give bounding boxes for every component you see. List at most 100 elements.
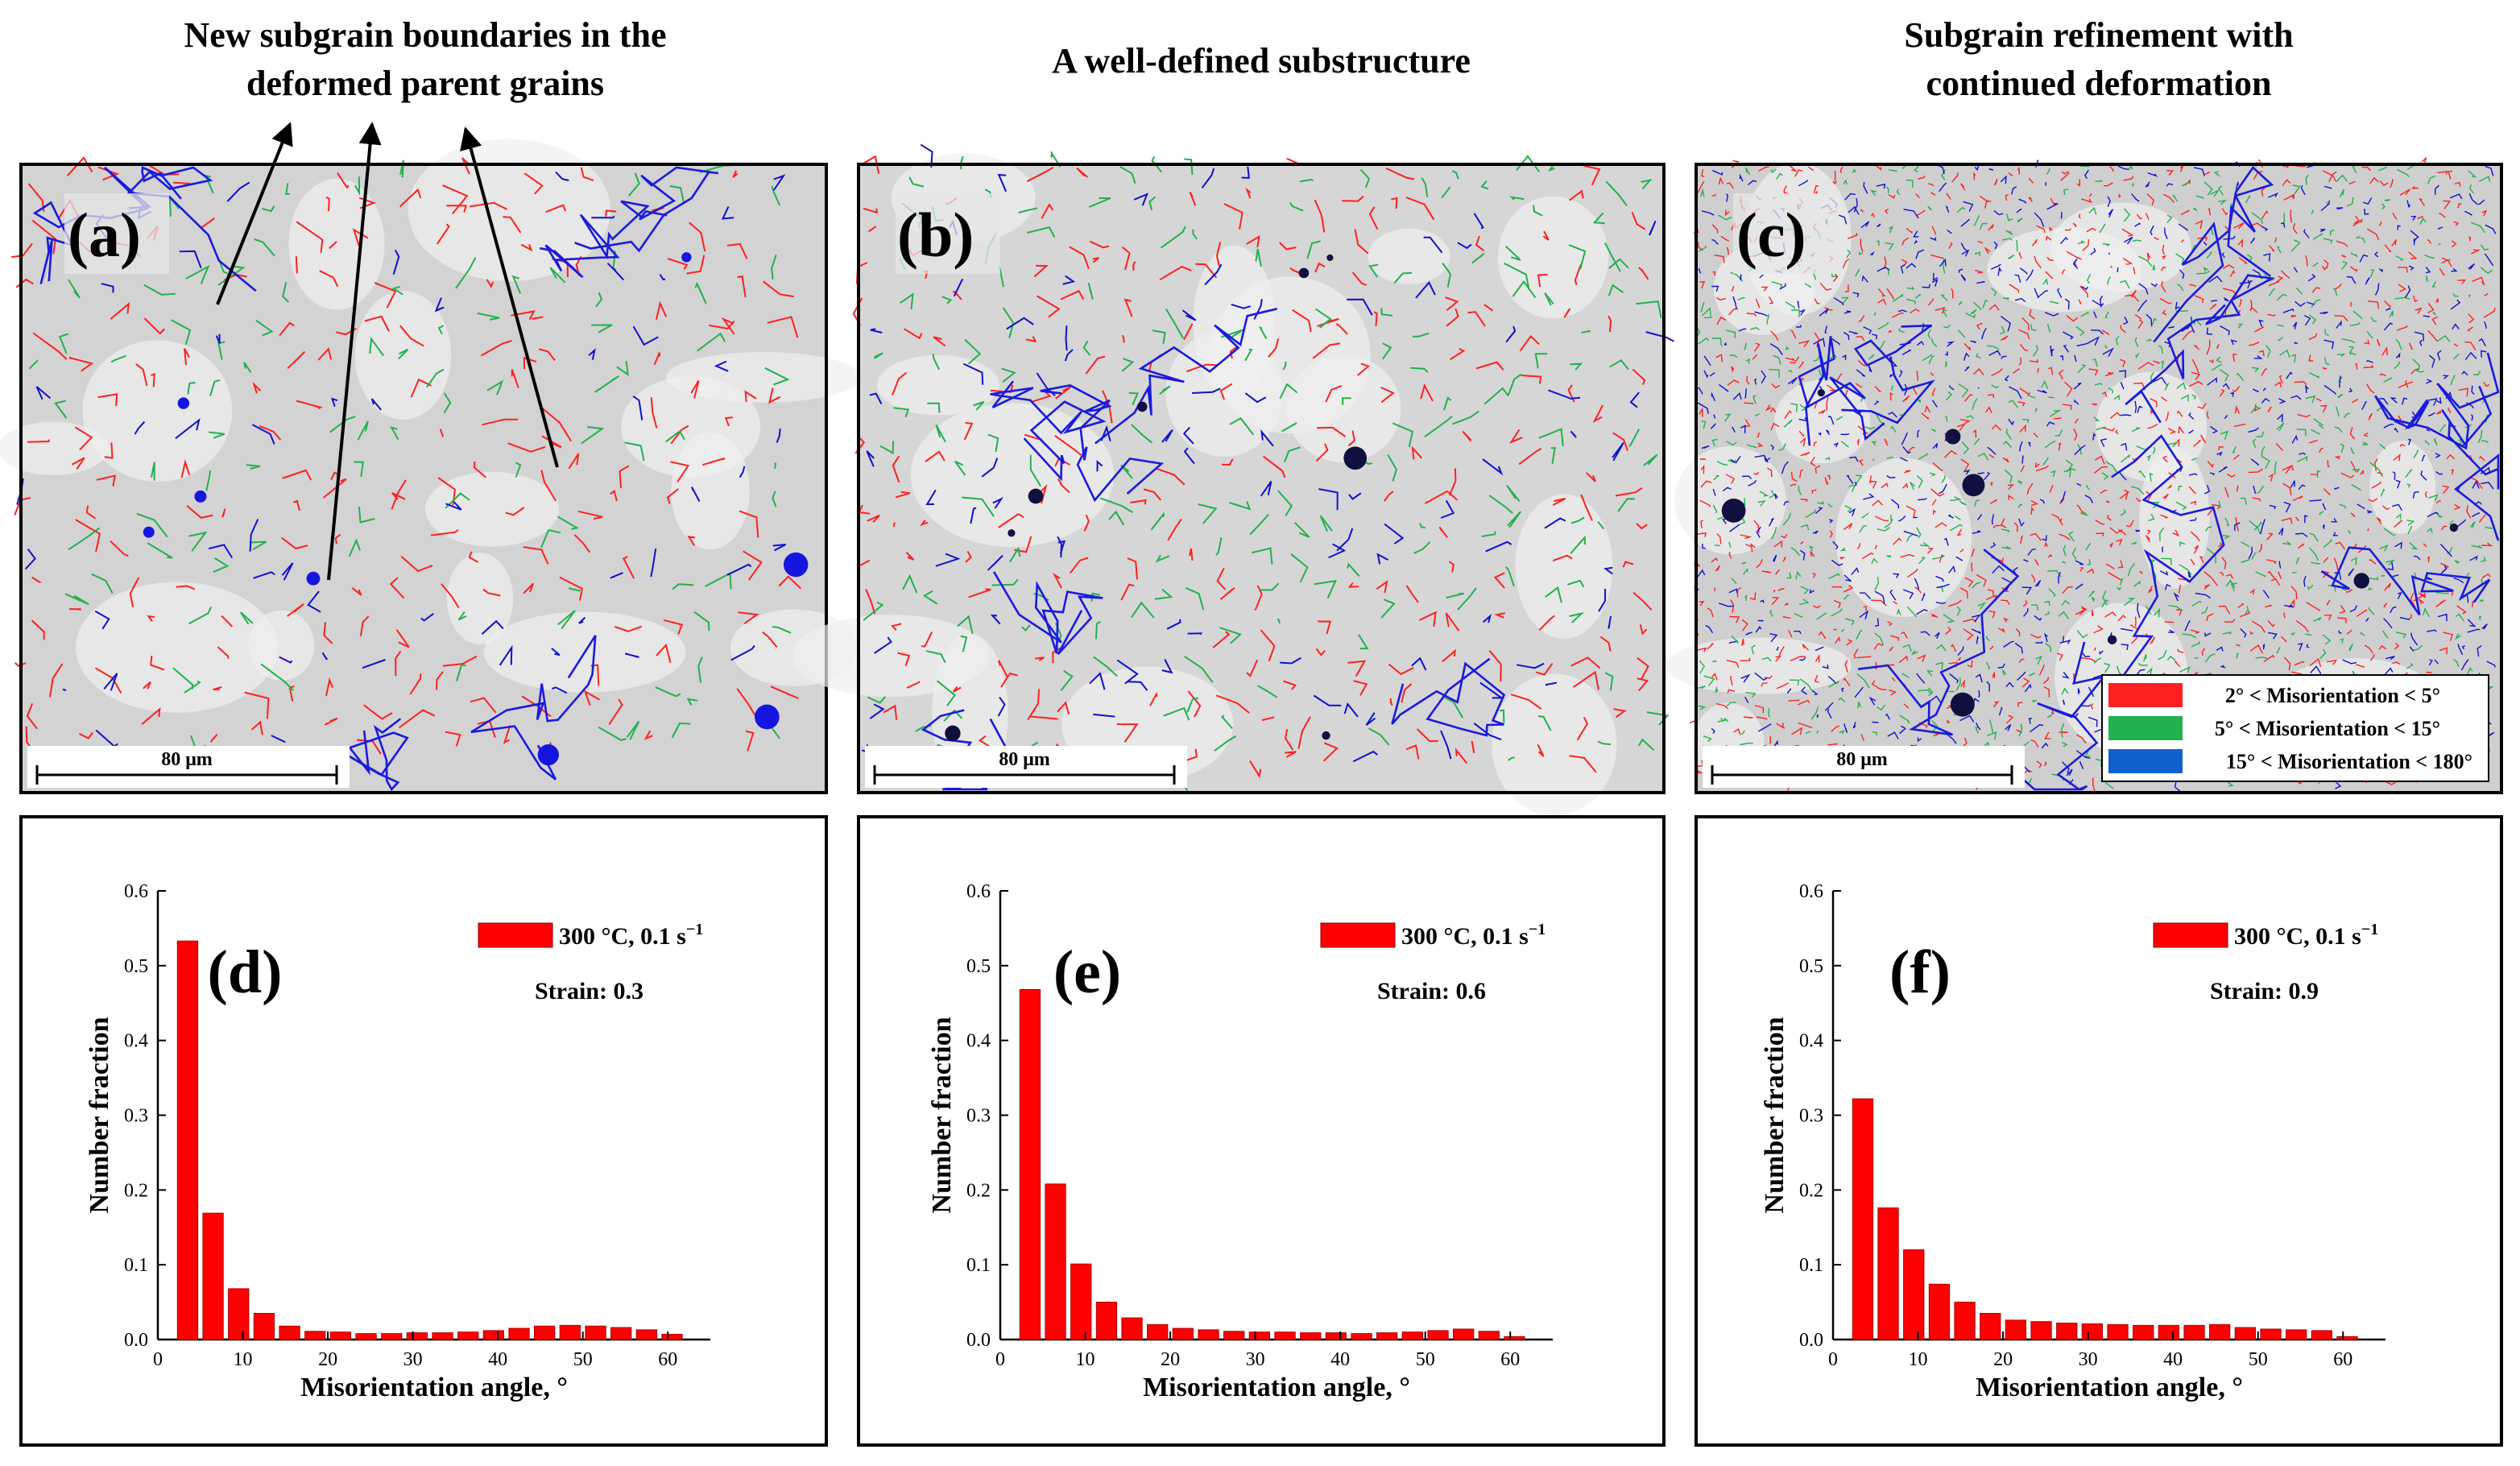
grain-patch bbox=[666, 352, 862, 403]
bar bbox=[1248, 1331, 1270, 1340]
grain-patch bbox=[1774, 379, 1871, 464]
legend-text-medium: 5° < Misorientation < 15° bbox=[2215, 717, 2440, 740]
particle bbox=[2353, 573, 2369, 589]
particle bbox=[1343, 446, 1368, 470]
bar bbox=[2158, 1324, 2179, 1340]
x-tick-label: 60 bbox=[658, 1349, 677, 1370]
x-tick-label: 50 bbox=[573, 1349, 593, 1370]
scale-bar-c bbox=[1711, 765, 2013, 785]
bar bbox=[406, 1332, 428, 1340]
legend-swatch-low bbox=[2108, 683, 2183, 707]
bar bbox=[585, 1325, 606, 1340]
high-angle-boundaries-fine bbox=[16, 171, 787, 747]
x-tick-label: 20 bbox=[1161, 1349, 1180, 1370]
bar bbox=[1504, 1336, 1525, 1340]
grain-patch bbox=[408, 139, 610, 281]
bar bbox=[559, 1324, 581, 1340]
low-angle-boundaries bbox=[852, 155, 1653, 779]
bar bbox=[1223, 1331, 1245, 1340]
panel-label: (d) bbox=[208, 938, 283, 1006]
y-tick-label: 0.6 bbox=[124, 881, 148, 902]
legend-text: 300 °C, 0.1 s−1 bbox=[2234, 921, 2378, 950]
particle bbox=[1945, 429, 1961, 445]
bar bbox=[2234, 1327, 2256, 1340]
bar bbox=[2336, 1336, 2358, 1340]
particle bbox=[755, 704, 780, 730]
grain-patch bbox=[910, 403, 1115, 548]
scale-bar-b-bg bbox=[865, 746, 1187, 788]
x-axis-label: Misorientation angle, ° bbox=[1143, 1373, 1410, 1402]
y-axis-label: Number fraction bbox=[1760, 1017, 1790, 1213]
bar bbox=[2081, 1323, 2103, 1340]
particle bbox=[194, 490, 207, 503]
bar bbox=[355, 1333, 377, 1340]
caption-b: A well-defined substructure bbox=[1052, 41, 1471, 81]
y-tick-label: 0.6 bbox=[966, 881, 991, 902]
micrograph-a bbox=[0, 139, 862, 794]
y-tick-label: 0.2 bbox=[1799, 1180, 1823, 1201]
grain-patch bbox=[2139, 447, 2210, 589]
scale-bar-c-bg bbox=[1703, 746, 2025, 788]
particle bbox=[1962, 474, 1985, 497]
grain-patch bbox=[82, 340, 233, 482]
micrograph-b-frame bbox=[857, 163, 1666, 794]
caption-c-line2: continued deformation bbox=[1926, 64, 2272, 103]
histogram-panels: 0.0 0.1 0.2 0.3 0.4 0.5 0.6 0 10 20 30 40 50 60 Misori… bbox=[19, 815, 2503, 1447]
y-tick-label: 0.6 bbox=[1799, 881, 1823, 902]
bar bbox=[1453, 1328, 1475, 1340]
y-axis-label: Number fraction bbox=[927, 1017, 957, 1213]
particle bbox=[945, 725, 961, 742]
y-tick-label: 0.1 bbox=[1799, 1255, 1823, 1276]
bar bbox=[1852, 1098, 1874, 1340]
grain-patch bbox=[876, 354, 999, 416]
micrograph-b-label: (b) bbox=[897, 200, 974, 270]
grain-patch bbox=[1515, 494, 1613, 639]
micrograph-overlays: (a) (b) (c) 80 μm 80 μm 80 μm 2° < Misor… bbox=[27, 193, 2489, 788]
bar bbox=[2133, 1324, 2154, 1340]
y-tick-label: 0.2 bbox=[124, 1180, 148, 1201]
legend-text: 300 °C, 0.1 s−1 bbox=[559, 921, 703, 950]
scale-bar-b bbox=[873, 765, 1176, 785]
scale-bar-a-bg bbox=[27, 746, 350, 788]
grain-patch bbox=[1368, 228, 1450, 284]
grain-patch bbox=[1492, 673, 1617, 816]
panel-label: (e) bbox=[1053, 938, 1121, 1006]
particle bbox=[1817, 388, 1825, 397]
bar bbox=[2183, 1324, 2205, 1340]
micrograph-b-label-bg bbox=[896, 193, 1000, 274]
bar bbox=[1198, 1329, 1219, 1340]
bar bbox=[1376, 1332, 1398, 1340]
bar bbox=[2056, 1323, 2078, 1340]
x-tick-label: 10 bbox=[1076, 1349, 1095, 1370]
bar bbox=[2311, 1330, 2332, 1340]
grain-patch bbox=[1286, 355, 1401, 462]
particle bbox=[1322, 731, 1330, 740]
arrow-3 bbox=[460, 126, 559, 468]
chart-d: 0.0 0.1 0.2 0.3 0.4 0.5 0.6 0 10 20 30 40 50 60 Misori… bbox=[85, 881, 710, 1402]
particle bbox=[1721, 498, 1746, 523]
parent-grain-boundaries bbox=[32, 166, 718, 792]
bar bbox=[1045, 1183, 1066, 1340]
scale-bar-a-text: 80 μm bbox=[161, 749, 213, 770]
y-tick-label: 0.3 bbox=[1799, 1106, 1823, 1127]
bar bbox=[329, 1331, 352, 1340]
micrograph-a-frame bbox=[19, 163, 828, 794]
y-tick-label: 0.0 bbox=[966, 1330, 991, 1351]
bar bbox=[1427, 1330, 1449, 1340]
bar bbox=[1300, 1332, 1322, 1340]
bar bbox=[1903, 1249, 1925, 1340]
bar bbox=[1019, 989, 1041, 1340]
x-tick-label: 40 bbox=[2163, 1349, 2183, 1370]
bar bbox=[482, 1330, 505, 1340]
y-tick-label: 0.1 bbox=[124, 1255, 148, 1276]
bar bbox=[176, 940, 199, 1340]
panel-captions: New subgrain boundaries in the deformed … bbox=[184, 15, 2293, 103]
micrograph-a-label: (a) bbox=[68, 200, 141, 270]
chart-f: 0.0 0.1 0.2 0.3 0.4 0.5 0.6 0 10 20 30 40 50 60 Misori… bbox=[1760, 881, 2386, 1402]
chart-f-frame bbox=[1694, 815, 2503, 1447]
x-tick-label: 0 bbox=[153, 1349, 163, 1370]
grain-patch bbox=[424, 471, 560, 547]
x-tick-label: 30 bbox=[2079, 1349, 2098, 1370]
x-tick-label: 10 bbox=[234, 1349, 253, 1370]
bar bbox=[1478, 1331, 1500, 1340]
